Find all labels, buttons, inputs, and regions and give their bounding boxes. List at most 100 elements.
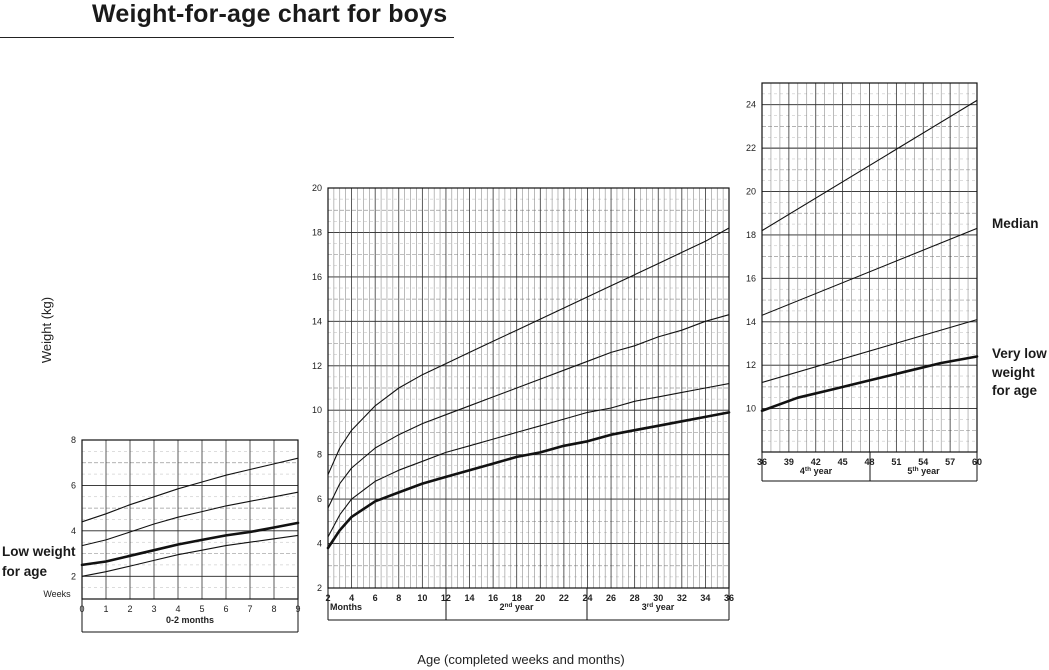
growth-curve-bold <box>80 521 300 567</box>
very-low-weight-label-line2: weight <box>991 365 1035 380</box>
year-label: 2nd year <box>500 602 534 612</box>
y-tick-label: 16 <box>312 272 322 282</box>
x-tick-label: 42 <box>811 457 821 467</box>
chart-title: Weight-for-age chart for boys <box>92 0 448 28</box>
growth-curve-bold <box>326 411 731 550</box>
x-tick-label: 6 <box>223 604 228 614</box>
x-tick-label: 6 <box>373 593 378 603</box>
x-tick-label: 9 <box>295 604 300 614</box>
y-tick-label: 22 <box>746 143 756 153</box>
x-tick-label: 20 <box>535 593 545 603</box>
year-label: 3rd year <box>642 602 675 612</box>
x-tick-label: 39 <box>784 457 794 467</box>
x-tick-label: 54 <box>918 457 928 467</box>
x-tick-label: 28 <box>630 593 640 603</box>
y-tick-label: 12 <box>746 360 756 370</box>
y-tick-label: 16 <box>746 273 756 283</box>
x-tick-label: 30 <box>653 593 663 603</box>
period-label: 0-2 months <box>166 615 214 625</box>
y-tick-label: 8 <box>317 450 322 460</box>
growth-curve <box>327 383 730 538</box>
y-tick-label: 2 <box>71 571 76 581</box>
growth-curve <box>761 99 978 232</box>
x-tick-label: 45 <box>838 457 848 467</box>
growth-curve-bold <box>760 355 979 413</box>
y-tick-label: 14 <box>312 316 322 326</box>
growth-curve <box>327 314 730 509</box>
x-tick-label: 60 <box>972 457 982 467</box>
x-tick-label: 24 <box>582 593 592 603</box>
x-tick-label: 2 <box>325 593 330 603</box>
x-tick-label: 2 <box>127 604 132 614</box>
x-tick-label: 57 <box>945 457 955 467</box>
x-tick-label: 1 <box>103 604 108 614</box>
x-tick-label: 10 <box>417 593 427 603</box>
year-label-num: 4 <box>800 466 805 476</box>
year-label-text: year <box>811 466 833 476</box>
x-tick-label: 48 <box>864 457 874 467</box>
low-weight-label-line2: for age <box>2 564 48 579</box>
plot-frame <box>327 187 730 589</box>
growth-curve <box>761 319 978 384</box>
x-tick-label: 12 <box>441 593 451 603</box>
year-label-sup: nd <box>505 602 513 609</box>
y-tick-label: 20 <box>746 187 756 197</box>
x-tick-label: 0 <box>79 604 84 614</box>
growth-curve <box>81 491 299 547</box>
x-tick-label: 5 <box>199 604 204 614</box>
y-tick-label: 2 <box>317 583 322 593</box>
y-tick-label: 4 <box>71 526 76 536</box>
y-tick-label: 24 <box>746 100 756 110</box>
very-low-weight-label-line3: for age <box>992 383 1038 398</box>
growth-curve <box>81 457 299 523</box>
x-unit-label: Weeks <box>43 589 71 599</box>
very-low-weight-label-line1: Very low <box>992 346 1047 361</box>
y-tick-label: 14 <box>746 317 756 327</box>
year-label: 5th year <box>907 466 940 476</box>
x-tick-label: 32 <box>677 593 687 603</box>
x-tick-label: 34 <box>700 593 710 603</box>
y-tick-label: 12 <box>312 361 322 371</box>
year-label-sup: rd <box>647 602 654 609</box>
x-tick-label: 8 <box>396 593 401 603</box>
x-tick-label: 8 <box>271 604 276 614</box>
median-label: Median <box>992 216 1039 231</box>
year-label-text: year <box>512 602 534 612</box>
year-label-text: year <box>653 602 675 612</box>
x-tick-label: 14 <box>465 593 475 603</box>
x-unit-label: Months <box>330 602 362 612</box>
y-tick-label: 18 <box>312 227 322 237</box>
year-label-sup: th <box>805 466 811 473</box>
y-tick-label: 18 <box>746 230 756 240</box>
year-label-num: 3 <box>642 602 647 612</box>
year-label-text: year <box>919 466 941 476</box>
x-tick-label: 51 <box>891 457 901 467</box>
x-tick-label: 36 <box>757 457 767 467</box>
y-tick-label: 20 <box>312 183 322 193</box>
year-label: 4th year <box>800 466 833 476</box>
y-tick-label: 8 <box>71 435 76 445</box>
plot-frame <box>81 439 299 600</box>
x-tick-label: 4 <box>175 604 180 614</box>
year-label-num: 2 <box>500 602 505 612</box>
y-tick-label: 6 <box>71 480 76 490</box>
y-tick-label: 10 <box>746 404 756 414</box>
x-tick-label: 18 <box>512 593 522 603</box>
x-axis-label: Age (completed weeks and months) <box>417 652 624 667</box>
low-weight-label-line1: Low weight <box>2 544 76 559</box>
y-tick-label: 4 <box>317 539 322 549</box>
year-label-num: 5 <box>907 466 912 476</box>
x-tick-label: 3 <box>151 604 156 614</box>
growth-curve <box>81 534 299 577</box>
x-tick-label: 7 <box>247 604 252 614</box>
x-tick-label: 36 <box>724 593 734 603</box>
y-tick-label: 6 <box>317 494 322 504</box>
year-label-sup: th <box>912 466 918 473</box>
x-tick-label: 22 <box>559 593 569 603</box>
panel-0-2-months: 2 4 6 8 0 1 2 3 4 5 6 7 8 9 Weeks 0-2 months <box>43 435 301 633</box>
growth-curve <box>327 227 730 476</box>
x-tick-label: 26 <box>606 593 616 603</box>
